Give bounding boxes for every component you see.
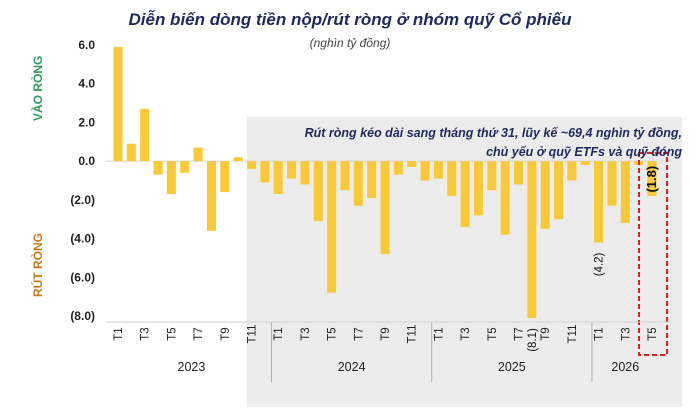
x-tick-label: T1 — [433, 327, 445, 340]
x-tick-label: T3 — [300, 327, 312, 340]
x-tick-label: T3 — [460, 327, 472, 340]
x-tick-label: T1 — [273, 327, 285, 340]
data-label: (8.1) — [527, 328, 539, 352]
bar — [300, 161, 309, 184]
bar — [167, 161, 176, 194]
x-tick-label: T11 — [407, 325, 419, 344]
bar — [514, 161, 523, 184]
bar — [367, 161, 376, 198]
data-label: (4.2) — [594, 252, 606, 276]
x-tick-label: T3 — [140, 327, 152, 340]
y-tick-label: 0.0 — [78, 154, 95, 168]
x-tick-label: T1 — [113, 327, 125, 340]
x-tick-label: T5 — [647, 327, 659, 340]
bar — [354, 161, 363, 206]
bar — [474, 161, 483, 215]
x-tick-label: T9 — [220, 327, 232, 340]
x-tick-label: T7 — [514, 327, 526, 340]
x-tick-label: T5 — [166, 327, 178, 340]
y-tick-label: (6.0) — [70, 270, 95, 284]
bar — [421, 161, 430, 180]
annotation: Rút ròng kéo dài sang tháng thứ 31, lũy … — [262, 124, 682, 162]
bar — [327, 161, 336, 293]
bar — [381, 161, 390, 254]
bar — [554, 161, 563, 219]
outflow-label: RÚT RÒNG — [31, 237, 45, 297]
bar — [407, 161, 416, 167]
year-label: 2023 — [178, 360, 206, 374]
x-tick-label: T5 — [487, 327, 499, 340]
y-tick-label: (2.0) — [70, 193, 95, 207]
bar — [207, 161, 216, 231]
bar — [140, 109, 149, 161]
bar — [527, 161, 536, 318]
bar — [434, 161, 443, 178]
bar — [394, 161, 403, 175]
annotation-line-1: Rút ròng kéo dài sang tháng thứ 31, lũy … — [262, 124, 682, 143]
y-tick-label: (4.0) — [70, 232, 95, 246]
bar — [314, 161, 323, 221]
x-tick-label: T1 — [594, 327, 606, 340]
bar — [594, 161, 603, 242]
bar — [607, 161, 616, 206]
y-tick-label: 4.0 — [78, 77, 95, 91]
bar — [234, 157, 243, 161]
bar — [447, 161, 456, 196]
y-tick-label: 2.0 — [78, 115, 95, 129]
x-tick-label: T7 — [353, 327, 365, 340]
bar — [180, 161, 189, 173]
bar — [127, 144, 136, 161]
bar — [114, 47, 123, 161]
x-tick-label: T9 — [380, 327, 392, 340]
year-label: 2025 — [498, 360, 526, 374]
bar — [541, 161, 550, 229]
data-label: (1.8) — [644, 166, 659, 193]
y-tick-label: (8.0) — [70, 309, 95, 323]
bar — [501, 161, 510, 235]
x-tick-label: T3 — [620, 327, 632, 340]
bar — [274, 161, 283, 194]
x-tick-label: T9 — [540, 327, 552, 340]
bar — [487, 161, 496, 190]
bar — [260, 161, 269, 182]
year-label: 2026 — [611, 360, 639, 374]
bar — [247, 161, 256, 169]
bar — [194, 148, 203, 162]
x-tick-label: T11 — [247, 325, 259, 344]
bar — [220, 161, 229, 192]
x-tick-label: T7 — [193, 327, 205, 340]
bar — [621, 161, 630, 223]
bar — [340, 161, 349, 190]
x-tick-label: T11 — [567, 325, 579, 344]
bar — [287, 161, 296, 178]
y-tick-label: 6.0 — [78, 38, 95, 52]
annotation-line-2: chủ yếu ở quỹ ETFs và quỹ đóng — [262, 143, 682, 162]
bar — [154, 161, 163, 175]
bar — [461, 161, 470, 227]
bar — [567, 161, 576, 180]
year-label: 2024 — [338, 360, 366, 374]
inflow-label: VÀO RÒNG — [31, 61, 45, 121]
x-tick-label: T5 — [327, 327, 339, 340]
